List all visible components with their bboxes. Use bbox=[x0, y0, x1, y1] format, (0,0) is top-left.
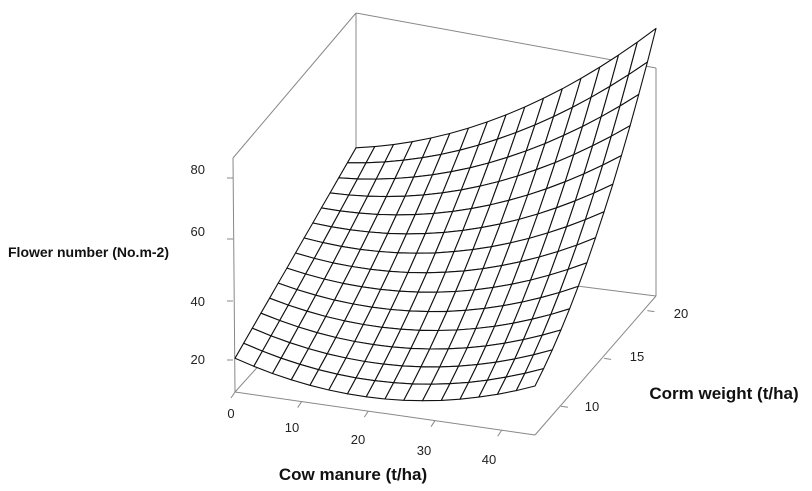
z-tick-40: 40 bbox=[191, 294, 205, 309]
z-axis-label: Flower number (No.m-2) bbox=[8, 244, 169, 260]
tick-marks bbox=[227, 177, 655, 437]
surface-mesh bbox=[234, 27, 657, 402]
surface-cell bbox=[515, 368, 545, 392]
x-tick-40: 40 bbox=[482, 452, 496, 467]
x-tick-mark bbox=[230, 391, 236, 399]
floor-right-edge bbox=[534, 295, 657, 436]
z-tick-60: 60 bbox=[191, 224, 205, 239]
z-tick-20: 20 bbox=[191, 352, 205, 367]
y-tick-20: 20 bbox=[674, 306, 688, 321]
x-tick-0: 0 bbox=[227, 406, 234, 421]
back-top-edge bbox=[355, 12, 657, 69]
floor-front-edge bbox=[234, 391, 536, 436]
x-tick-mark bbox=[297, 401, 303, 408]
x-tick-mark bbox=[430, 420, 436, 427]
x-axis-label: Cow manure (t/ha) bbox=[279, 465, 427, 484]
y-axis-label: Corm weight (t/ha) bbox=[649, 384, 798, 403]
y-tick-mark bbox=[560, 405, 568, 408]
x-tick-mark bbox=[497, 429, 503, 437]
x-tick-30: 30 bbox=[417, 443, 431, 458]
x-tick-20: 20 bbox=[351, 432, 365, 447]
y-tick-mark bbox=[647, 310, 655, 313]
left-top-edge bbox=[232, 12, 357, 159]
x-tick-mark bbox=[363, 410, 369, 418]
y-tick-10: 10 bbox=[585, 399, 599, 414]
left-vertical-edge bbox=[232, 157, 236, 393]
y-tick-15: 15 bbox=[630, 349, 644, 364]
x-tick-10: 10 bbox=[285, 420, 299, 435]
y-tick-mark bbox=[604, 357, 612, 360]
z-tick-80: 80 bbox=[191, 162, 205, 177]
